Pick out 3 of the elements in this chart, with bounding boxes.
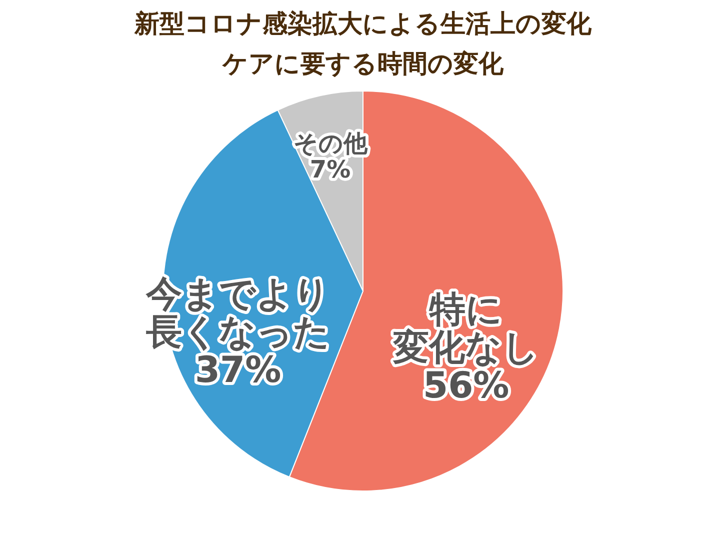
chart-title: 新型コロナ感染拡大による生活上の変化 (134, 9, 592, 38)
chart-subtitle: ケアに要する時間の変化 (222, 49, 504, 78)
data-label: 7% (310, 156, 351, 184)
